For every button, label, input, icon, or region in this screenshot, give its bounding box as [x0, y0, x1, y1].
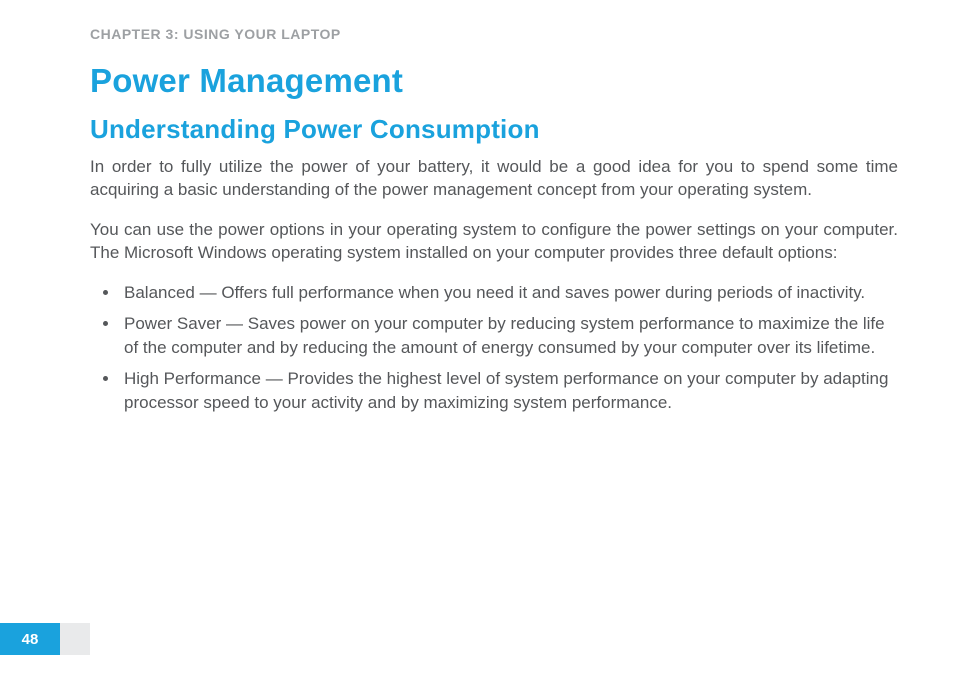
footer-decorative-bar — [60, 623, 90, 655]
body-paragraph: In order to fully utilize the power of y… — [90, 155, 898, 202]
section-subtitle: Understanding Power Consumption — [90, 114, 898, 145]
list-item: Balanced — Offers full performance when … — [120, 281, 898, 304]
list-item: Power Saver — Saves power on your comput… — [120, 312, 898, 359]
chapter-label: CHAPTER 3: USING YOUR LAPTOP — [90, 26, 898, 42]
list-item: High Performance — Provides the highest … — [120, 367, 898, 414]
page-number: 48 — [0, 623, 60, 655]
power-options-list: Balanced — Offers full performance when … — [90, 281, 898, 414]
document-page: CHAPTER 3: USING YOUR LAPTOP Power Manag… — [0, 0, 954, 414]
page-title: Power Management — [90, 62, 898, 100]
body-paragraph: You can use the power options in your op… — [90, 218, 898, 265]
page-footer: 48 — [0, 623, 90, 655]
